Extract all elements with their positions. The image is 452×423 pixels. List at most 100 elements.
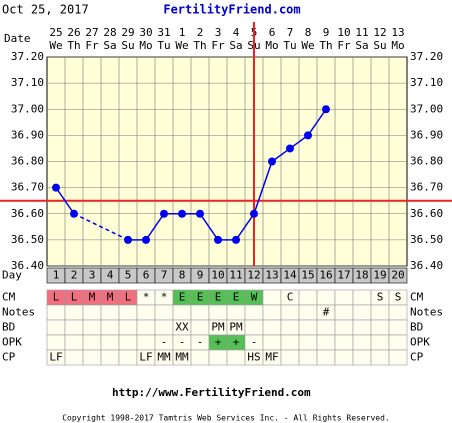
temperature-point [124, 235, 132, 244]
table-cell [190, 349, 210, 366]
day-number: 2 [71, 269, 78, 282]
cell-text: * [161, 291, 168, 304]
day-number: 4 [107, 269, 114, 282]
table-cell [136, 319, 156, 336]
y-tick-label: 37.20 [11, 50, 44, 63]
table-cell [190, 319, 210, 336]
day-number: 3 [89, 269, 96, 282]
row-label-right: CP [410, 351, 424, 364]
cell-text: - [251, 336, 258, 349]
y-tick-label-right: 37.20 [410, 50, 443, 63]
table-cell [280, 319, 300, 336]
day-number: 6 [143, 269, 150, 282]
weekday-label: Su [121, 39, 134, 52]
table-cell [118, 304, 138, 321]
day-number: 9 [197, 269, 204, 282]
table-cell [352, 349, 372, 366]
temperature-line [55, 187, 75, 215]
cell-text: + [215, 336, 222, 349]
weekday-label: Tu [283, 39, 296, 52]
y-tick-label-right: 36.60 [410, 207, 443, 220]
date-label: 26 [67, 26, 80, 39]
row-label-right: BD [410, 321, 423, 334]
y-tick-label: 36.40 [11, 259, 44, 272]
day-number: 7 [161, 269, 168, 282]
y-tick-label: 36.70 [11, 181, 44, 194]
date-label: 11 [355, 26, 368, 39]
temperature-point [214, 235, 222, 244]
copyright: Copyright 1998-2017 Tamtris Web Services… [62, 414, 390, 423]
table-cell [370, 304, 390, 321]
table-cell [334, 304, 354, 321]
table-cell [298, 319, 318, 336]
table-cell [388, 304, 408, 321]
date-label: 3 [215, 26, 222, 39]
table-cell [46, 319, 66, 336]
cell-text: L [125, 291, 132, 304]
table-cell [154, 319, 174, 336]
temperature-point [142, 235, 150, 244]
table-cell [172, 304, 192, 321]
cell-text: - [179, 336, 186, 349]
table-cell [262, 334, 282, 351]
chart-title: FertilityFriend.com [163, 3, 300, 17]
table-cell [334, 349, 354, 366]
date-label: 27 [85, 26, 98, 39]
day-number: 18 [355, 269, 368, 282]
table-cell [64, 319, 84, 336]
table-cell [118, 334, 138, 351]
row-label-right: OPK [410, 336, 430, 349]
table-cell [136, 304, 156, 321]
table-cell [298, 304, 318, 321]
table-cell [334, 289, 354, 306]
table-cell [388, 319, 408, 336]
date-label: 13 [391, 26, 404, 39]
cell-text: HS [247, 351, 260, 364]
gap-connector [73, 213, 129, 241]
cell-text: + [233, 336, 240, 349]
table-cell [334, 319, 354, 336]
date-label: 7 [287, 26, 294, 39]
day-number: 20 [391, 269, 404, 282]
day-number: 11 [229, 269, 242, 282]
y-tick-label-right: 37.00 [410, 102, 443, 115]
cell-text: L [53, 291, 60, 304]
table-cell [370, 319, 390, 336]
date-label: 12 [373, 26, 386, 39]
date-header: Oct 25, 2017 [2, 3, 89, 17]
day-number: 10 [211, 269, 224, 282]
table-cell [388, 349, 408, 366]
date-label: 9 [323, 26, 330, 39]
table-cell [82, 319, 102, 336]
day-number: 19 [373, 269, 386, 282]
cell-text: S [377, 291, 384, 304]
weekday-label: Mo [391, 39, 404, 52]
table-cell [226, 304, 246, 321]
row-label: OPK [2, 336, 22, 349]
cell-text: E [197, 291, 204, 304]
table-cell [298, 334, 318, 351]
weekday-label: Tu [157, 39, 170, 52]
date-label: 6 [269, 26, 276, 39]
table-cell [118, 349, 138, 366]
cell-text: - [197, 336, 204, 349]
table-cell [262, 319, 282, 336]
table-cell [280, 304, 300, 321]
temperature-point [52, 183, 60, 192]
day-number: 15 [301, 269, 314, 282]
y-tick-label-right: 36.40 [410, 259, 443, 272]
table-cell [298, 289, 318, 306]
table-cell [100, 334, 120, 351]
row-label: CM [2, 291, 16, 304]
y-tick-label: 36.50 [11, 233, 44, 246]
table-cell [208, 349, 228, 366]
table-cell [82, 304, 102, 321]
cell-text: - [161, 336, 168, 349]
table-cell [100, 304, 120, 321]
date-label: 2 [197, 26, 204, 39]
y-tick-label-right: 36.70 [410, 181, 443, 194]
weekday-label: Th [67, 39, 80, 52]
weekday-label: Sa [103, 39, 116, 52]
day-number: 1 [53, 269, 60, 282]
cell-text: E [179, 291, 186, 304]
